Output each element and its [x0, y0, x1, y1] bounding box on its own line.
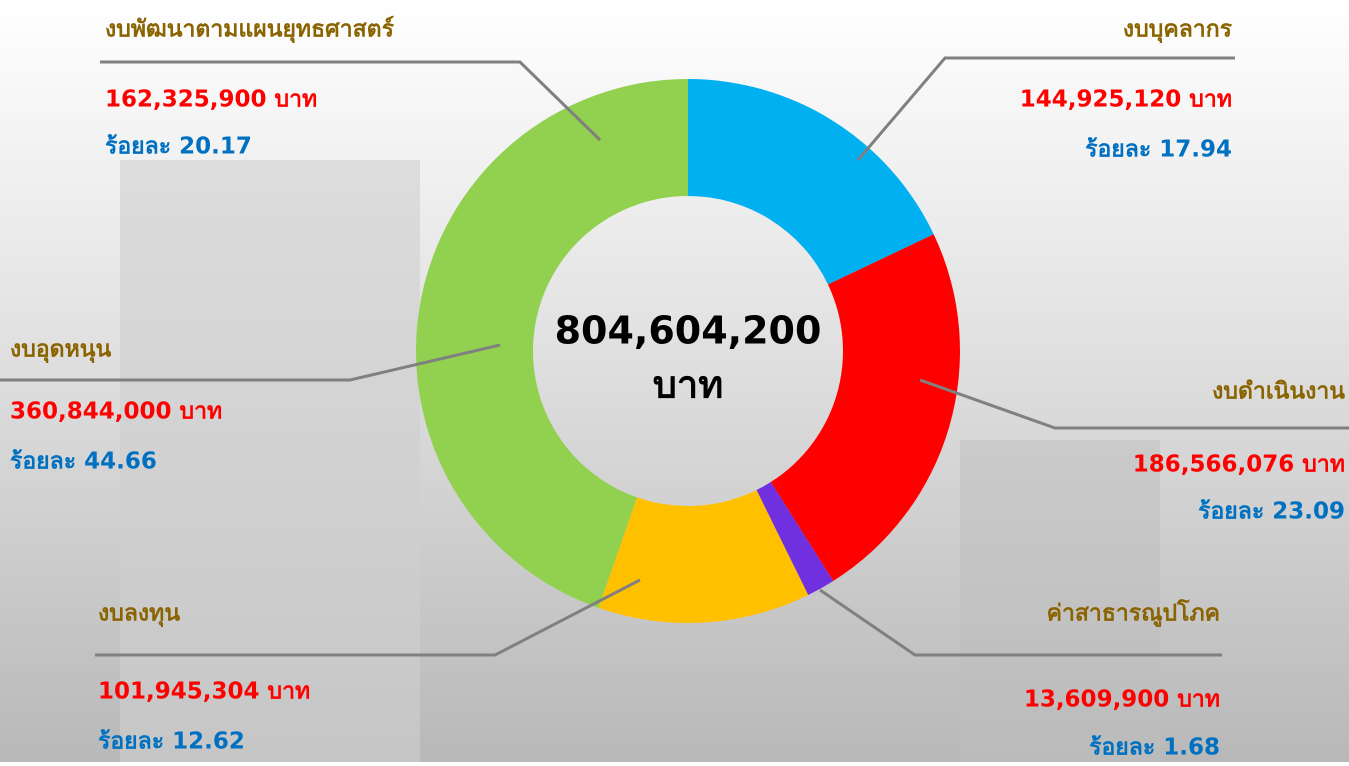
percent-label: ร้อยละ 1.68	[1089, 735, 1220, 761]
building-shape	[120, 160, 420, 762]
center-label: บาท	[653, 363, 724, 407]
value-label: 101,945,304 บาท	[98, 679, 310, 705]
value-label: 186,566,076 บาท	[1133, 452, 1345, 478]
value-label: 162,325,900 บาท	[105, 87, 317, 113]
percent-label: ร้อยละ 23.09	[1198, 499, 1345, 525]
label-title: งบพัฒนาตามแผนยุทธศาสตร์	[105, 16, 395, 44]
value-label: 13,609,900 บาท	[1024, 687, 1220, 713]
percent-label: ร้อยละ 20.17	[105, 134, 252, 160]
label-title: งบอุดหนุน	[10, 337, 111, 364]
value-label: 360,844,000 บาท	[10, 399, 222, 425]
percent-label: ร้อยละ 12.62	[98, 729, 245, 755]
percent-label: ร้อยละ 17.94	[1085, 137, 1232, 163]
label-title: งบบุคลากร	[1123, 17, 1233, 44]
chart: 804,604,200 บาท งบบุคลากร 144,925,120 บาทร้…	[0, 0, 1349, 762]
label-title: ค่าสาธารณูปโภค	[1047, 599, 1220, 628]
page: 804,604,200 บาท งบบุคลากร 144,925,120 บาทร้…	[0, 0, 1349, 762]
value-label: 144,925,120 บาท	[1020, 87, 1232, 113]
center-label: 804,604,200	[555, 309, 822, 353]
label-title: งบลงทุน	[98, 601, 180, 628]
percent-label: ร้อยละ 44.66	[10, 449, 157, 475]
label-title: งบดำเนินงาน	[1212, 379, 1345, 405]
